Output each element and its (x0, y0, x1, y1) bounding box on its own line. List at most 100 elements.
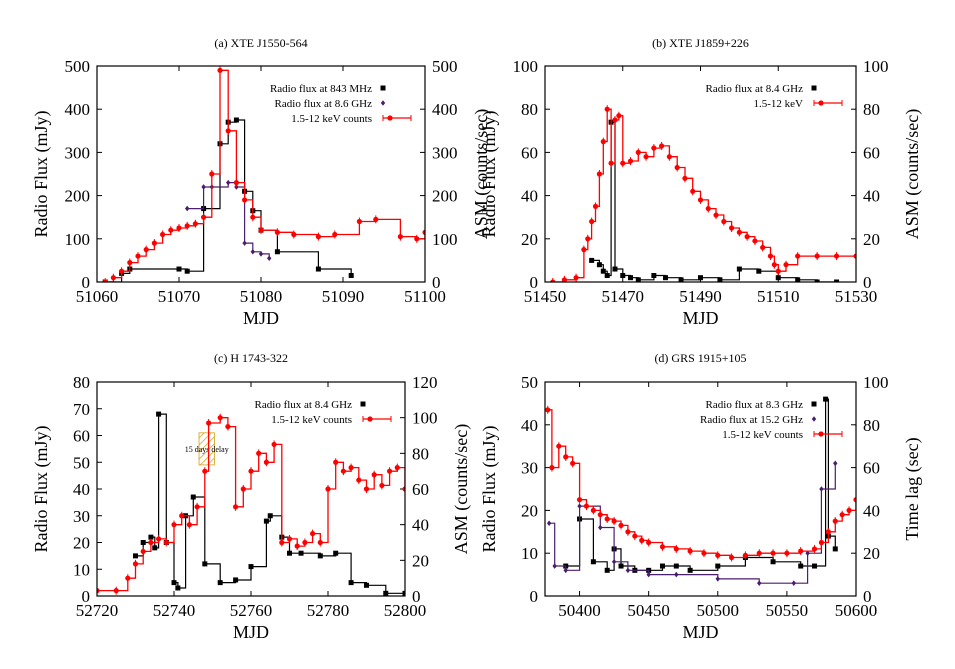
y2-tick-label: 60 (863, 143, 880, 162)
panel-title: (d) GRS 1915+105 (654, 351, 746, 365)
data-point (256, 450, 262, 456)
legend-label: 1.5-12 keV counts (722, 429, 803, 441)
legend-label: 1.5-12 keV counts (291, 113, 372, 125)
data-point (659, 143, 665, 149)
data-point (770, 559, 776, 565)
series-line-1 (549, 463, 836, 584)
data-point (573, 275, 579, 281)
legend-marker (811, 416, 817, 422)
data-point (298, 550, 304, 556)
data-point (383, 590, 389, 596)
data-point (635, 149, 641, 155)
data-point (194, 504, 200, 510)
x-tick-label: 51090 (322, 287, 365, 306)
plot-frame (544, 381, 857, 597)
data-point (267, 513, 273, 519)
data-point (823, 396, 829, 402)
data-point (397, 234, 403, 240)
x-tick-label: 52800 (384, 601, 427, 620)
series-group (97, 411, 405, 596)
data-point (310, 530, 316, 537)
y-tick-label: 50 (73, 453, 90, 472)
data-point (364, 582, 369, 588)
series-line-0 (591, 121, 837, 282)
data-point (833, 253, 840, 259)
legend-marker (380, 85, 386, 91)
data-point (736, 266, 742, 272)
data-point (226, 179, 231, 186)
y-tick-label: 80 (521, 100, 538, 119)
data-point (608, 160, 614, 166)
data-point (302, 539, 308, 546)
data-point (333, 550, 339, 556)
data-point (286, 536, 293, 542)
y2-tick-label: 0 (412, 587, 421, 606)
data-point (616, 113, 622, 119)
data-point (583, 503, 590, 509)
data-point (348, 465, 354, 471)
data-point (581, 247, 587, 253)
data-point (742, 552, 749, 558)
data-point (291, 231, 297, 238)
data-point (618, 522, 624, 528)
data-point (233, 504, 239, 510)
y2-tick-label: 80 (412, 444, 429, 463)
y-axis-label: Radio Flux (mJy) (31, 425, 52, 552)
data-point (143, 247, 149, 253)
data-point (604, 273, 610, 279)
data-point (715, 563, 721, 569)
data-point (612, 266, 618, 272)
data-point (363, 486, 370, 492)
data-point (715, 552, 721, 558)
x-tick-label: 51450 (524, 287, 567, 306)
data-point (639, 537, 645, 543)
legend-label: Radio flux at 8.4 GHz (255, 399, 353, 411)
data-point (600, 139, 606, 145)
y2-axis-label: ASM (counts/sec) (471, 109, 492, 239)
data-point (729, 554, 735, 561)
legend-marker (818, 431, 824, 437)
y-tick-label: 40 (521, 416, 538, 435)
data-point (258, 251, 264, 257)
x-tick-label: 50550 (766, 601, 809, 620)
data-point (217, 67, 223, 73)
data-point (589, 218, 595, 225)
data-point (757, 580, 762, 586)
data-point (771, 262, 777, 268)
data-point (814, 253, 820, 259)
data-point (717, 277, 723, 282)
x-tick-label: 52740 (153, 601, 196, 620)
y2-tick-label: 0 (863, 273, 872, 292)
data-point (839, 512, 845, 518)
data-point (756, 268, 762, 274)
y-tick-label: 10 (73, 560, 90, 579)
y2-tick-label: 100 (863, 373, 889, 392)
data-point (715, 576, 720, 582)
data-point (620, 273, 626, 279)
x-tick-label: 52720 (76, 601, 119, 620)
y-tick-label: 200 (65, 187, 91, 206)
data-point (819, 486, 824, 492)
data-point (356, 218, 362, 225)
data-point (818, 539, 825, 546)
x-axis-label: MJD (233, 622, 269, 642)
legend-label: Radio flux at 843 MHz (270, 83, 372, 95)
data-point (561, 277, 568, 282)
data-point (611, 518, 617, 524)
x-tick-label: 50500 (697, 601, 740, 620)
x-tick-label: 50400 (558, 601, 601, 620)
y2-tick-label: 500 (432, 57, 458, 76)
data-point (590, 507, 596, 513)
data-point (585, 236, 591, 242)
data-point (812, 563, 818, 569)
y2-tick-label: 20 (412, 551, 429, 570)
data-point (176, 225, 182, 231)
y-tick-label: 60 (521, 143, 538, 162)
data-point (770, 550, 776, 556)
y-tick-label: 40 (73, 480, 90, 499)
data-point (632, 533, 638, 539)
x-axis-label: MJD (682, 308, 718, 328)
data-point (556, 443, 562, 449)
data-point (756, 550, 762, 556)
